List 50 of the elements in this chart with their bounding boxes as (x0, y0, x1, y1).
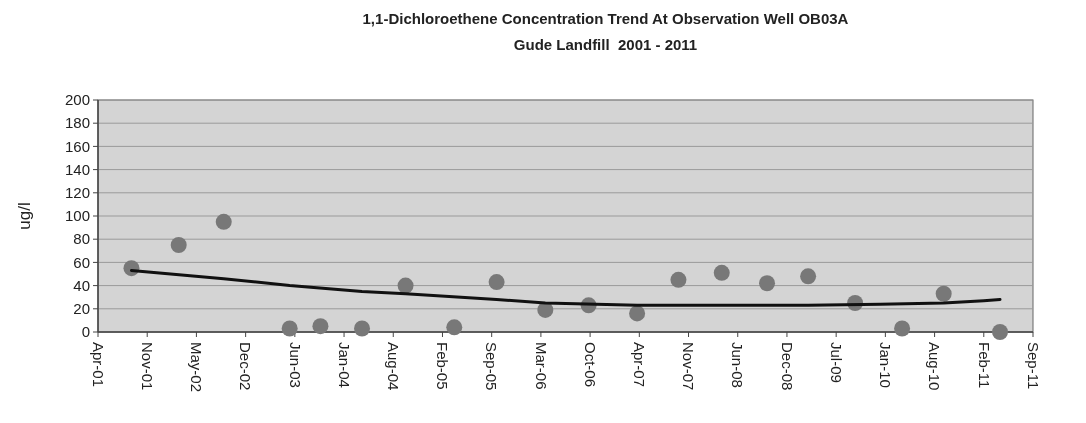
x-tick-label: Sep-11 (1024, 342, 1042, 390)
y-tick-label: 180 (64, 114, 90, 132)
x-tick-label: Jan-10 (877, 342, 895, 388)
point (935, 285, 952, 302)
x-tick-label: Dec-02 (237, 342, 255, 391)
y-tick-label: 0 (81, 323, 90, 341)
point (170, 237, 187, 253)
y-tick-label: 20 (73, 300, 90, 318)
x-tick-label: Apr-07 (631, 342, 649, 388)
point (894, 320, 911, 337)
x-tick-label: May-02 (188, 342, 206, 393)
point (215, 213, 232, 230)
point (281, 320, 298, 337)
point (992, 324, 1009, 340)
point (670, 271, 687, 288)
chart-subtitle: Gude Landfill 2001 - 2011 (513, 36, 698, 53)
x-tick-label: Apr-01 (89, 342, 107, 388)
x-tick-label: Feb-11 (975, 342, 993, 389)
x-tick-label: Jun-08 (729, 342, 747, 388)
y-tick-label: 140 (64, 160, 90, 178)
y-tick-label: 160 (64, 137, 90, 155)
x-tick-label: Sep-05 (483, 342, 501, 391)
point (354, 320, 371, 337)
point (713, 264, 730, 281)
point (629, 305, 646, 322)
x-tick-label: Jun-03 (286, 342, 304, 388)
point (312, 318, 329, 335)
x-tick-label: Aug-10 (926, 342, 944, 391)
y-tick-label: 120 (64, 184, 90, 202)
point (759, 275, 776, 292)
y-tick-label: 200 (64, 91, 90, 109)
y-tick-label: 100 (64, 207, 90, 225)
x-tick-label: Aug-04 (385, 342, 403, 391)
x-tick-label: Nov-01 (138, 342, 156, 391)
point (446, 319, 463, 336)
y-tick-label: 40 (73, 276, 90, 294)
x-tick-label: Dec-08 (778, 342, 796, 391)
y-axis-title: ug/l (15, 202, 34, 230)
x-tick-label: Nov-07 (680, 342, 698, 391)
x-tick-label: Jul-09 (827, 342, 845, 383)
x-tick-label: Oct-06 (581, 342, 599, 388)
x-tick-label: Mar-06 (532, 342, 550, 390)
chart-title: 1,1-Dichloroethene Concentration Trend At Observation Well OB03A (362, 10, 849, 27)
point (397, 277, 414, 294)
x-tick-label: Feb-05 (434, 342, 452, 390)
y-tick-label: 80 (73, 230, 90, 248)
point (800, 268, 817, 285)
point (488, 274, 505, 291)
y-tick-label: 60 (73, 253, 90, 271)
x-tick-label: Jan-04 (335, 342, 353, 388)
